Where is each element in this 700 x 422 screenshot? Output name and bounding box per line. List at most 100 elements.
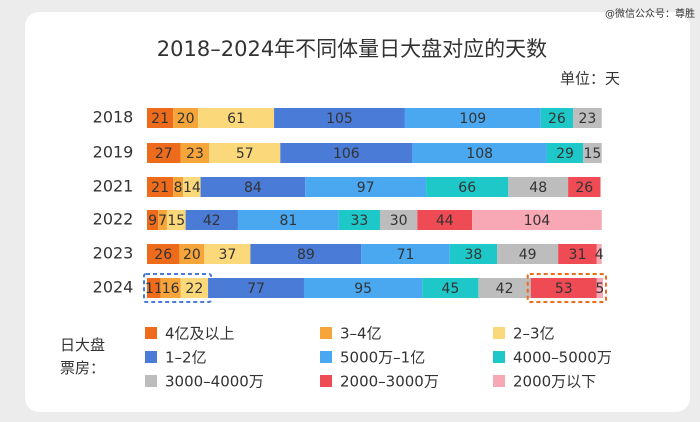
bar-segment <box>361 244 450 264</box>
y-tick-label: 2022 <box>93 210 134 229</box>
bar-segment <box>530 278 597 298</box>
bar-segment <box>412 143 547 163</box>
value-label: 109 <box>459 111 486 127</box>
value-label: 7 <box>158 213 167 229</box>
legend-label: 4亿及以上 <box>165 325 235 343</box>
legend-swatch <box>320 327 332 339</box>
legend-swatch <box>145 351 157 363</box>
bar-segment <box>338 210 380 230</box>
legend-label: 3000–4000万 <box>165 373 264 391</box>
bar-segment <box>449 244 498 264</box>
bar-segment <box>404 108 541 128</box>
unit-label: 单位：天 <box>560 70 620 88</box>
value-label: 33 <box>351 213 369 229</box>
legend-label: 1–2亿 <box>165 349 207 367</box>
value-label: 15 <box>167 213 185 229</box>
bar-segment <box>147 210 159 230</box>
chart-title: 2018–2024年不同体量日大盘对应的天数 <box>157 37 547 61</box>
value-label: 71 <box>397 247 415 263</box>
legend-label: 2000–3000万 <box>340 373 439 391</box>
bar-segment <box>185 210 238 230</box>
bar-segment <box>426 177 509 197</box>
value-label: 66 <box>458 180 476 196</box>
value-label: 77 <box>247 281 265 297</box>
bar-segment <box>166 210 186 230</box>
legend-label: 3–4亿 <box>340 325 382 343</box>
bar-segment <box>160 278 181 298</box>
legend-title: 日大盘票房： <box>60 336 106 377</box>
value-label: 26 <box>154 247 172 263</box>
value-label: 5 <box>595 281 604 297</box>
value-label: 14 <box>183 180 201 196</box>
bar-segment <box>596 278 603 298</box>
bar-segment <box>180 278 209 298</box>
value-label: 48 <box>529 180 547 196</box>
bar-segment <box>208 278 304 298</box>
value-label: 11 <box>145 281 163 297</box>
legend-swatch <box>320 375 332 387</box>
value-label: 104 <box>524 213 551 229</box>
bar-segment <box>200 177 306 197</box>
bar-segment <box>147 244 180 264</box>
bar-segment <box>379 210 418 230</box>
value-label: 9 <box>148 213 157 229</box>
legend-label: 2000万以下 <box>513 373 596 391</box>
legend-swatch <box>493 327 505 339</box>
value-label: 31 <box>569 247 587 263</box>
bar-segment <box>546 143 584 163</box>
y-tick-label: 2024 <box>93 278 134 297</box>
legend-label: 4000–5000万 <box>513 349 612 367</box>
bar-segment <box>158 210 167 230</box>
bar-segment <box>173 108 199 128</box>
bar-segment <box>472 210 602 230</box>
bar-segment <box>147 108 174 128</box>
bar-segment <box>305 177 427 197</box>
bar-segment <box>303 278 423 298</box>
value-label: 21 <box>151 111 169 127</box>
bar-segment <box>274 108 405 128</box>
value-label: 89 <box>297 247 315 263</box>
value-label: 4 <box>595 247 604 263</box>
bar-segment <box>147 143 181 163</box>
bar-segment <box>280 143 413 163</box>
bar-segment <box>237 210 339 230</box>
bar-segment <box>147 177 174 197</box>
value-label: 95 <box>354 281 372 297</box>
y-tick-label: 2019 <box>93 143 134 162</box>
bar-segment <box>204 244 251 264</box>
value-label: 108 <box>466 146 493 162</box>
bar-segment <box>583 143 602 163</box>
bar-segment <box>173 177 184 197</box>
value-label: 53 <box>555 281 573 297</box>
value-label: 81 <box>279 213 297 229</box>
bar-segment <box>558 244 597 264</box>
highlight-box <box>143 273 213 303</box>
y-tick-label: 2021 <box>93 177 134 196</box>
value-label: 20 <box>183 247 201 263</box>
value-label: 84 <box>244 180 262 196</box>
bar-segment <box>179 244 205 264</box>
legend-label: 2–3亿 <box>513 325 555 343</box>
value-label: 38 <box>465 247 483 263</box>
y-tick-label: 2018 <box>93 108 134 127</box>
value-label: 27 <box>155 146 173 162</box>
value-label: 61 <box>227 111 245 127</box>
value-label: 57 <box>236 146 254 162</box>
legend-swatch <box>493 375 505 387</box>
value-label: 44 <box>436 213 454 229</box>
value-label: 15 <box>583 146 601 162</box>
value-label: 106 <box>333 146 360 162</box>
value-label: 29 <box>556 146 574 162</box>
bar-segment <box>596 244 602 264</box>
value-label: 23 <box>579 111 597 127</box>
bar-segment <box>250 244 362 264</box>
value-label: 22 <box>185 281 203 297</box>
bar-segment <box>209 143 281 163</box>
bar-segment <box>508 177 569 197</box>
bar-segment <box>417 210 473 230</box>
value-label: 21 <box>151 180 169 196</box>
bar-segment <box>183 177 201 197</box>
bar-segment <box>422 278 479 298</box>
